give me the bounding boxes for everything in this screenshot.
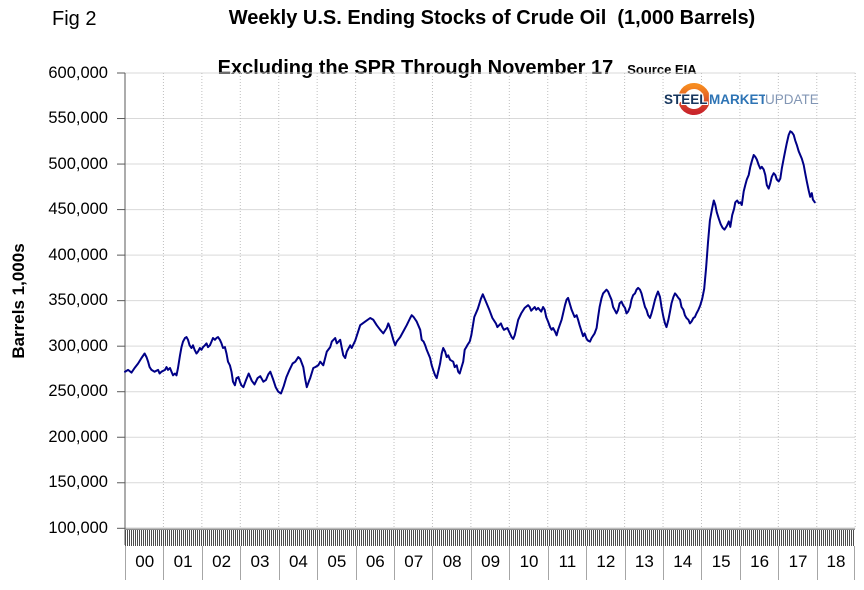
weekly-hatch-band: [125, 529, 855, 546]
x-axis-year-label: 05: [317, 546, 355, 580]
chart-title-line1: Weekly U.S. Ending Stocks of Crude Oil (…: [228, 7, 756, 29]
x-axis-year-label: 02: [201, 546, 240, 580]
y-axis-tick-label: 350,000: [48, 291, 108, 310]
y-axis-tick-label: 300,000: [48, 336, 108, 355]
x-axis-year-label: 17: [778, 546, 816, 580]
axes: [117, 72, 126, 545]
x-axis-year-label: 01: [163, 546, 201, 580]
gridlines: [125, 72, 856, 529]
x-axis-year-label: 12: [586, 546, 624, 580]
x-axis-year-label: 16: [739, 546, 778, 580]
x-axis-year-label: 06: [355, 546, 394, 580]
crude-stocks-line-series: [124, 130, 816, 395]
logo-ring-icon: [679, 83, 710, 115]
x-axis-year-label: 08: [432, 546, 470, 580]
y-axis-tick-label: 600,000: [48, 63, 108, 82]
y-axis-tick-label: 550,000: [48, 109, 108, 128]
x-axis-year-label: 14: [663, 546, 701, 580]
x-axis-year-label: 11: [547, 546, 586, 580]
y-axis-tick-label: 500,000: [48, 154, 108, 173]
x-axis-year-label: 03: [240, 546, 278, 580]
y-axis-tick-label: 150,000: [48, 473, 108, 492]
x-axis-year-label: 13: [624, 546, 663, 580]
x-axis-year-label: 00: [125, 546, 163, 580]
steel-market-update-logo: STEEL MARKET UPDATE: [663, 83, 820, 115]
figure-number-label: Fig 2: [52, 8, 97, 30]
x-axis-year-label: 15: [701, 546, 739, 580]
logo-text-update: UPDATE: [765, 92, 819, 107]
logo-text-market: MARKET: [709, 92, 767, 107]
y-axis-tick-label: 200,000: [48, 427, 108, 446]
y-axis-tick-label: 250,000: [48, 382, 108, 401]
y-axis-tick-label: 450,000: [48, 200, 108, 219]
x-axis-year-label: 09: [470, 546, 509, 580]
x-axis-year-label: 18: [816, 546, 856, 580]
x-axis-year-label: 07: [394, 546, 432, 580]
logo-text-steel: STEEL: [664, 92, 708, 107]
y-axis-tick-label: 400,000: [48, 245, 108, 264]
x-axis-year-label: 10: [509, 546, 547, 580]
x-axis-year-label: 04: [278, 546, 317, 580]
y-axis-tick-label: 100,000: [48, 518, 108, 537]
